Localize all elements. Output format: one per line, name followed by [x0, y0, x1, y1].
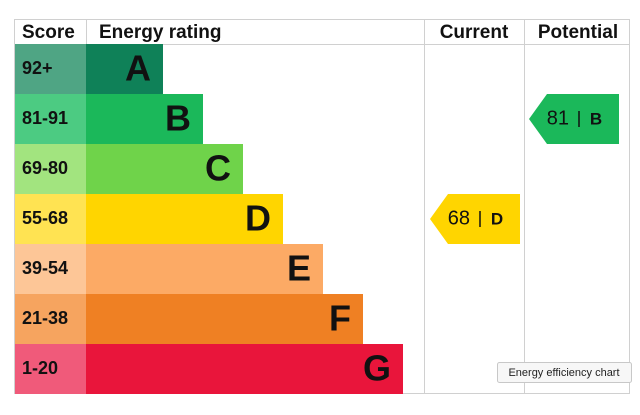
rating-letter: G: [363, 348, 391, 389]
rating-bar: [86, 194, 283, 244]
score-cell: [15, 194, 86, 244]
rating-bar: [86, 94, 203, 144]
header-score: Score: [22, 22, 75, 43]
score-label: 69-80: [22, 158, 68, 178]
rating-letter: C: [205, 148, 231, 189]
header-current: Current: [440, 22, 509, 43]
score-cell: [15, 94, 86, 144]
potential-pointer: [529, 94, 619, 144]
pointers: 68 D 81 B: [430, 94, 619, 244]
score-label: 1-20: [22, 358, 58, 378]
rating-bar: [86, 144, 243, 194]
rating-letter: B: [165, 98, 191, 139]
score-cell: [15, 44, 86, 94]
score-label: 39-54: [22, 258, 68, 278]
tooltip-text: Energy efficiency chart: [508, 367, 619, 379]
rating-bar: [86, 244, 323, 294]
score-cell: [15, 144, 86, 194]
score-label: 81-91: [22, 108, 68, 128]
potential-rating: B: [590, 109, 602, 128]
score-cell: [15, 294, 86, 344]
potential-value: 81: [547, 107, 569, 129]
score-label: 21-38: [22, 308, 68, 328]
score-cell: [15, 244, 86, 294]
rating-letter: E: [287, 248, 311, 289]
current-pointer: [430, 194, 520, 244]
header-rating: Energy rating: [99, 22, 221, 43]
score-label: 92+: [22, 58, 53, 78]
rating-bar: [86, 294, 363, 344]
score-cell: [15, 344, 86, 394]
tooltip: Energy efficiency chart: [497, 362, 632, 383]
header-potential: Potential: [538, 22, 618, 43]
rating-letter: D: [245, 198, 271, 239]
current-value: 68: [448, 207, 470, 229]
rating-letter: F: [329, 298, 351, 339]
current-rating: D: [491, 209, 503, 228]
bands: 92+ A 81-91 B 69-80 C 55-68 D 39-54 E 21-38 F 1-20 G: [15, 44, 403, 394]
rating-bar: [86, 344, 403, 394]
rating-bar: [86, 44, 163, 94]
score-label: 55-68: [22, 208, 68, 228]
rating-letter: A: [125, 48, 151, 89]
tooltip-box: [497, 362, 632, 383]
